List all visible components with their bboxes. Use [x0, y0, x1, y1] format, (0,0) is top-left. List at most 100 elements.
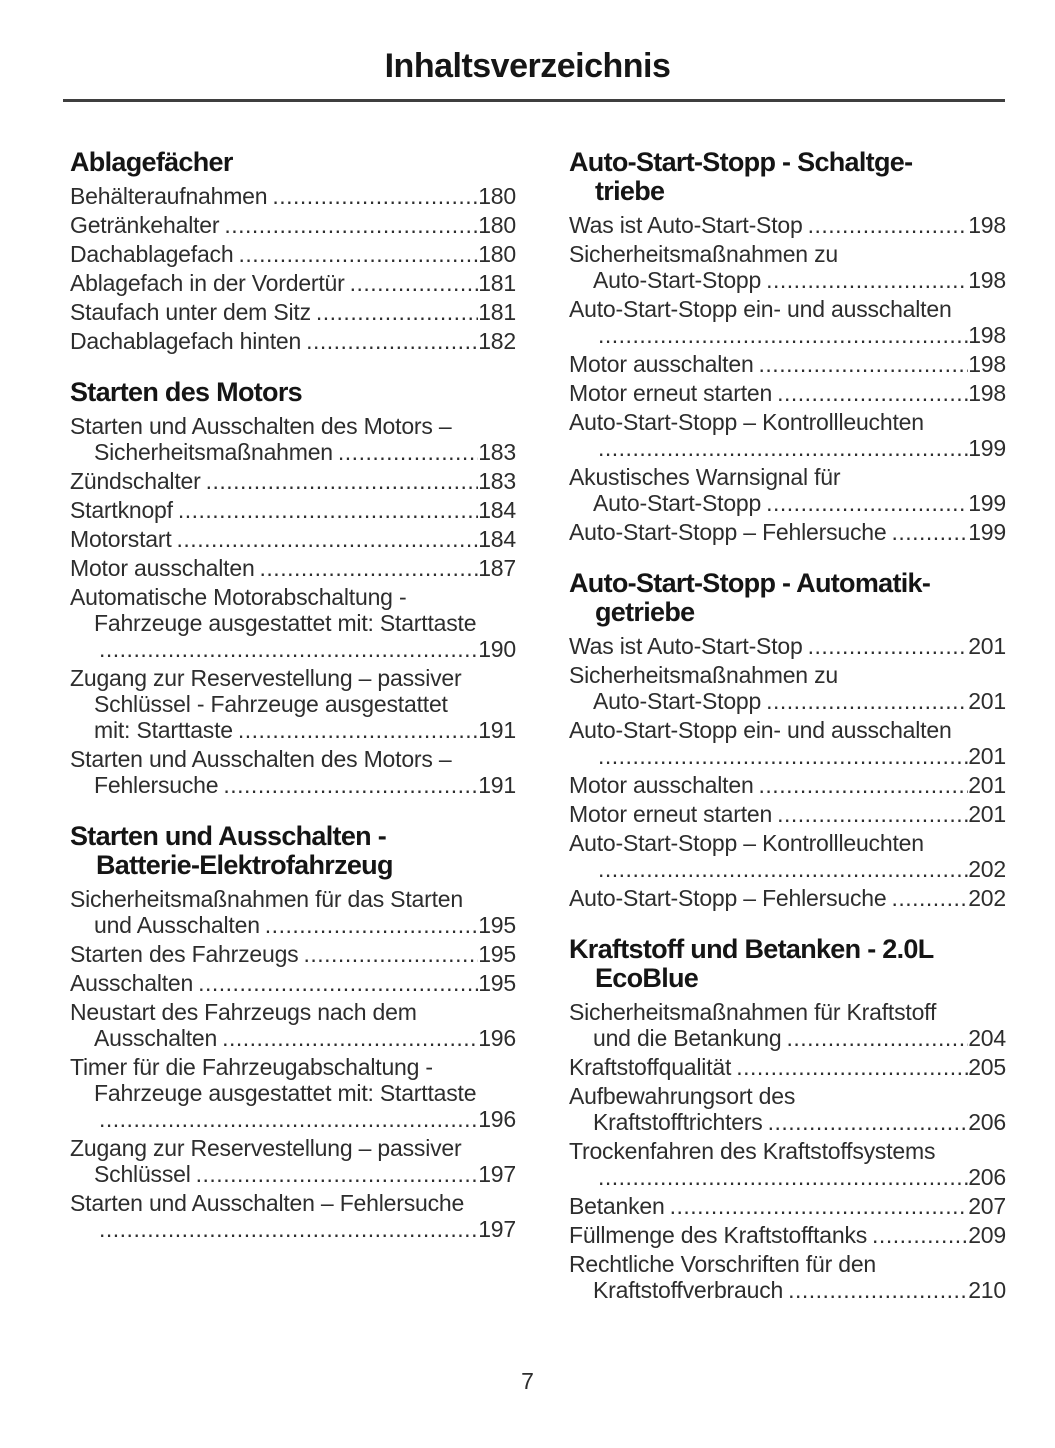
dot-leader [338, 439, 478, 465]
dot-leader [272, 183, 478, 209]
section-heading-line: Kraftstoff und Betanken - 2.0L [569, 934, 934, 964]
entry-page-number: 202 [968, 885, 1006, 911]
toc-entry-line: Sicherheitsmaßnahmen für das Starten [70, 886, 463, 912]
toc-entry-line: Automatische Motorabschaltung - [70, 584, 407, 610]
toc-entry-line: Zugang zur Reservestellung – passiver [70, 1135, 462, 1161]
entry-page-number: 198 [968, 351, 1006, 377]
toc-entry-line: Motor ausschalten 187 [70, 555, 516, 581]
toc-entry-line: 206 [569, 1164, 1006, 1190]
section-heading: Kraftstoff und Betanken - 2.0L EcoBlue [569, 935, 1006, 993]
toc-section: AblagefächerBehälteraufnahmen180Getränke… [70, 148, 516, 355]
entry-page-number: 198 [968, 380, 1006, 406]
toc-entry-line: und die Betankung 204 [569, 1025, 1006, 1051]
entry-label: Fehlersuche [94, 772, 219, 798]
entry-label: Motor ausschalten [70, 555, 255, 581]
entry-label: Was ist Auto-Start-Stop [569, 633, 803, 659]
entry-label: Motor erneut starten [569, 801, 773, 827]
dot-leader [196, 1161, 479, 1187]
toc-entry: Kraftstoffqualität 205 [569, 1054, 1006, 1080]
title-divider [63, 99, 1005, 102]
toc-entry-line: Auto-Start-Stopp ein- und ausschalten [569, 717, 952, 743]
entry-label: Starten des Fahrzeugs [70, 941, 299, 967]
toc-entry-line: Startknopf 184 [70, 497, 516, 523]
toc-entry-line: 190 [70, 636, 516, 662]
toc-column-right: Auto-Start-Stopp - Schaltge-triebe Was is… [569, 148, 1006, 1304]
toc-entry-line: Starten des Fahrzeugs 195 [70, 941, 516, 967]
toc-entry-line: Fahrzeuge ausgestattet mit: Starttaste [94, 1080, 477, 1106]
toc-entry: Motorstart 184 [70, 526, 516, 552]
entry-page-number: 190 [478, 636, 516, 662]
dot-leader [891, 519, 968, 545]
toc-entry: Motor ausschalten 187 [70, 555, 516, 581]
toc-entry-line: Fehlersuche 191 [70, 772, 516, 798]
entry-label: Auto-Start-Stopp [593, 267, 762, 293]
toc-entry: Rechtliche Vorschriften für den Kraftstof… [569, 1251, 1006, 1303]
section-heading-line: Batterie-Elektrofahrzeug [96, 850, 393, 880]
toc-entry: Zugang zur Reservestellung – passiver Sch… [70, 665, 516, 743]
toc-entry-line: Was ist Auto-Start-Stop 201 [569, 633, 1006, 659]
section-heading-line: Starten des Motors [70, 377, 303, 407]
entry-label: Schlüssel [94, 1161, 191, 1187]
dot-leader [303, 941, 478, 967]
entry-page-number: 199 [968, 435, 1006, 461]
entry-page-number: 204 [968, 1025, 1006, 1051]
entry-page-number: 198 [968, 322, 1006, 348]
entry-page-number: 191 [478, 717, 516, 743]
toc-entry-line: Akustisches Warnsignal für [569, 464, 841, 490]
toc-entry: Startknopf 184 [70, 497, 516, 523]
entry-page-number: 182 [478, 328, 516, 354]
toc-entry-line: Schlüssel 197 [70, 1161, 516, 1187]
toc-entry-line: Motor ausschalten 198 [569, 351, 1006, 377]
toc-entry-line: Ausschalten 195 [70, 970, 516, 996]
toc-entry-line: Sicherheitsmaßnahmen 183 [70, 439, 516, 465]
entry-label: Behälteraufnahmen [70, 183, 268, 209]
toc-section: Starten und Ausschalten - Batterie-Elektr… [70, 822, 516, 1243]
entry-label: Staufach unter dem Sitz [70, 299, 311, 325]
toc-entry-line: Dachablagefach hinten 182 [70, 328, 516, 354]
toc-entry: Was ist Auto-Start-Stop 201 [569, 633, 1006, 659]
toc-entry-line: Auto-Start-Stopp 198 [569, 267, 1006, 293]
entry-page-number: 184 [478, 497, 516, 523]
toc-entry-line: Sicherheitsmaßnahmen zu [569, 241, 838, 267]
toc-entry: Motor ausschalten 198 [569, 351, 1006, 377]
entry-page-number: 184 [478, 526, 516, 552]
dot-leader [788, 1277, 968, 1303]
entry-page-number: 197 [478, 1216, 516, 1242]
entry-label: Sicherheitsmaßnahmen [94, 439, 333, 465]
toc-entry-line: Starten und Ausschalten des Motors – [70, 413, 452, 439]
toc-entry-line: 199 [569, 435, 1006, 461]
section-heading-line: Auto-Start-Stopp - Automatik- [569, 568, 931, 598]
toc-entry-line: Motorstart 184 [70, 526, 516, 552]
toc-entry: Ausschalten 195 [70, 970, 516, 996]
toc-entry-line: Auto-Start-Stopp – Fehlersuche 199 [569, 519, 1006, 545]
dot-leader [238, 717, 478, 743]
toc-entry-line: Zündschalter 183 [70, 468, 516, 494]
entry-page-number: 205 [968, 1054, 1006, 1080]
entry-page-number: 197 [478, 1161, 516, 1187]
toc-entry: Dachablagefach hinten 182 [70, 328, 516, 354]
toc-column-left: AblagefächerBehälteraufnahmen180Getränke… [70, 148, 516, 1303]
toc-entry: Starten und Ausschalten des Motors – Sich… [70, 413, 516, 465]
entry-page-number: 195 [478, 941, 516, 967]
toc-entry: Trockenfahren des Kraftstoffsystems 206 [569, 1138, 1006, 1190]
toc-entry-line: Trockenfahren des Kraftstoffsystems [569, 1138, 936, 1164]
entry-page-number: 207 [968, 1193, 1006, 1219]
entry-label: mit: Starttaste [94, 717, 233, 743]
dot-leader [598, 1164, 968, 1190]
toc-columns: AblagefächerBehälteraufnahmen180Getränke… [70, 148, 1006, 1304]
dot-leader [238, 241, 478, 267]
toc-entry-line: Was ist Auto-Start-Stop 198 [569, 212, 1006, 238]
toc-entry-line: Auto-Start-Stopp 201 [569, 688, 1006, 714]
entry-page-number: 180 [478, 212, 516, 238]
entry-label: Kraftstofftrichters [593, 1109, 763, 1135]
toc-entry-line: Kraftstofftrichters 206 [569, 1109, 1006, 1135]
toc-entry-line: Sicherheitsmaßnahmen zu [569, 662, 838, 688]
dot-leader [99, 636, 478, 662]
toc-entry: Dachablagefach 180 [70, 241, 516, 267]
dot-leader [777, 801, 968, 827]
dot-leader [178, 497, 478, 523]
entry-label: Was ist Auto-Start-Stop [569, 212, 803, 238]
entry-label: Ablagefach in der Vordertür [70, 270, 345, 296]
